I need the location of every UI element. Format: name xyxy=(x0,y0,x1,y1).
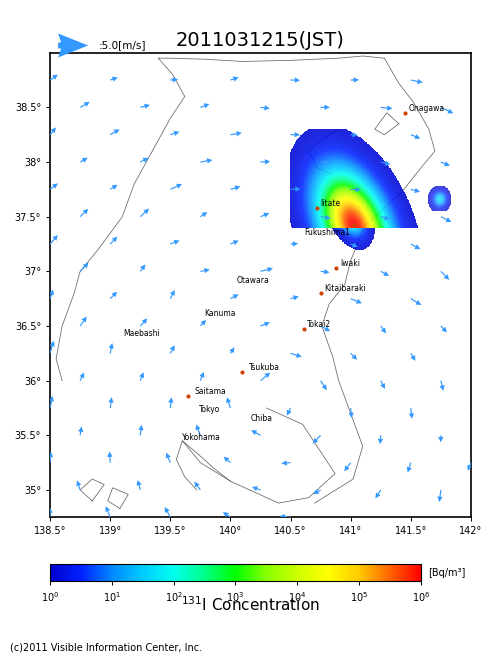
Text: Iwaki: Iwaki xyxy=(340,259,360,268)
Text: Iitate: Iitate xyxy=(321,199,341,208)
Text: Kitaibaraki: Kitaibaraki xyxy=(324,284,366,293)
Text: Tsukuba: Tsukuba xyxy=(248,362,280,372)
Text: Yokohama: Yokohama xyxy=(182,433,221,442)
Text: Onagawa: Onagawa xyxy=(408,103,444,113)
Text: Tokai2: Tokai2 xyxy=(308,320,332,329)
Text: $^{131}$I Concentration: $^{131}$I Concentration xyxy=(181,596,320,614)
Text: [Bq/m³]: [Bq/m³] xyxy=(428,567,465,578)
Title: 2011031215(JST): 2011031215(JST) xyxy=(176,31,345,50)
Text: Tokyo: Tokyo xyxy=(199,405,220,415)
Text: Kanuma: Kanuma xyxy=(204,309,235,318)
Text: Saitama: Saitama xyxy=(194,387,226,396)
Text: Maebashi: Maebashi xyxy=(123,329,160,338)
Text: :5.0[m/s]: :5.0[m/s] xyxy=(99,40,146,51)
Text: Otawara: Otawara xyxy=(236,276,269,285)
Text: Fukushima1: Fukushima1 xyxy=(304,228,350,237)
Text: Chiba: Chiba xyxy=(251,414,273,423)
Text: (c)2011 Visible Information Center, Inc.: (c)2011 Visible Information Center, Inc. xyxy=(10,643,202,652)
